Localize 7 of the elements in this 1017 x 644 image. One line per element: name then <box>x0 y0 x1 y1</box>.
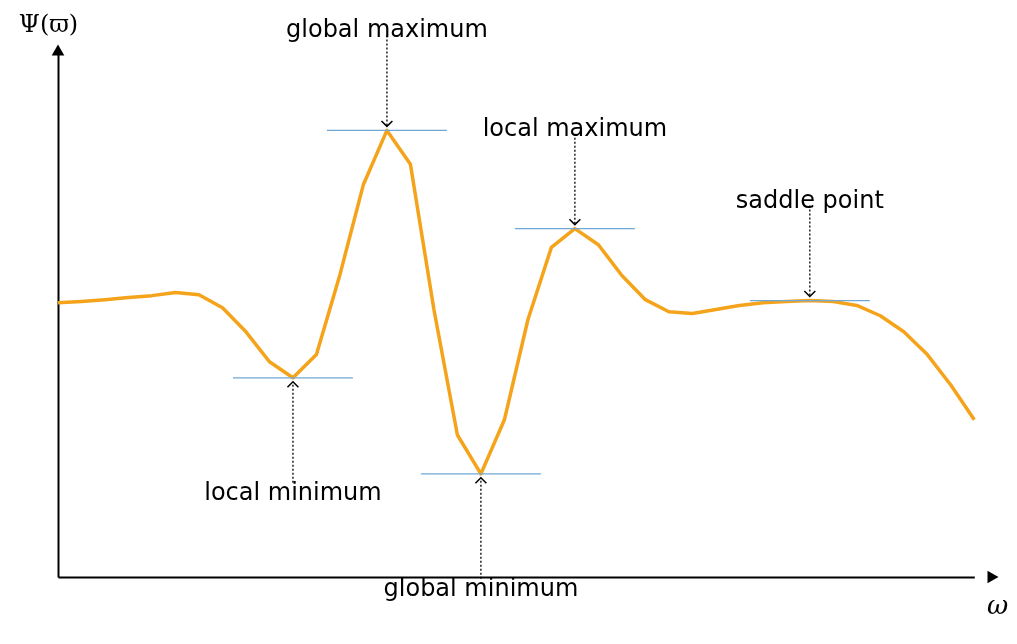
annotation: global maximum <box>286 15 488 44</box>
y-axis-title: Ψ(ϖ) <box>18 9 79 38</box>
annotation: local maximum <box>482 113 668 142</box>
x-axis-title: ω <box>986 589 1009 620</box>
annotation: saddle point <box>735 185 884 214</box>
annotation: global minimum <box>383 573 579 602</box>
annotation: local minimum <box>204 477 382 506</box>
